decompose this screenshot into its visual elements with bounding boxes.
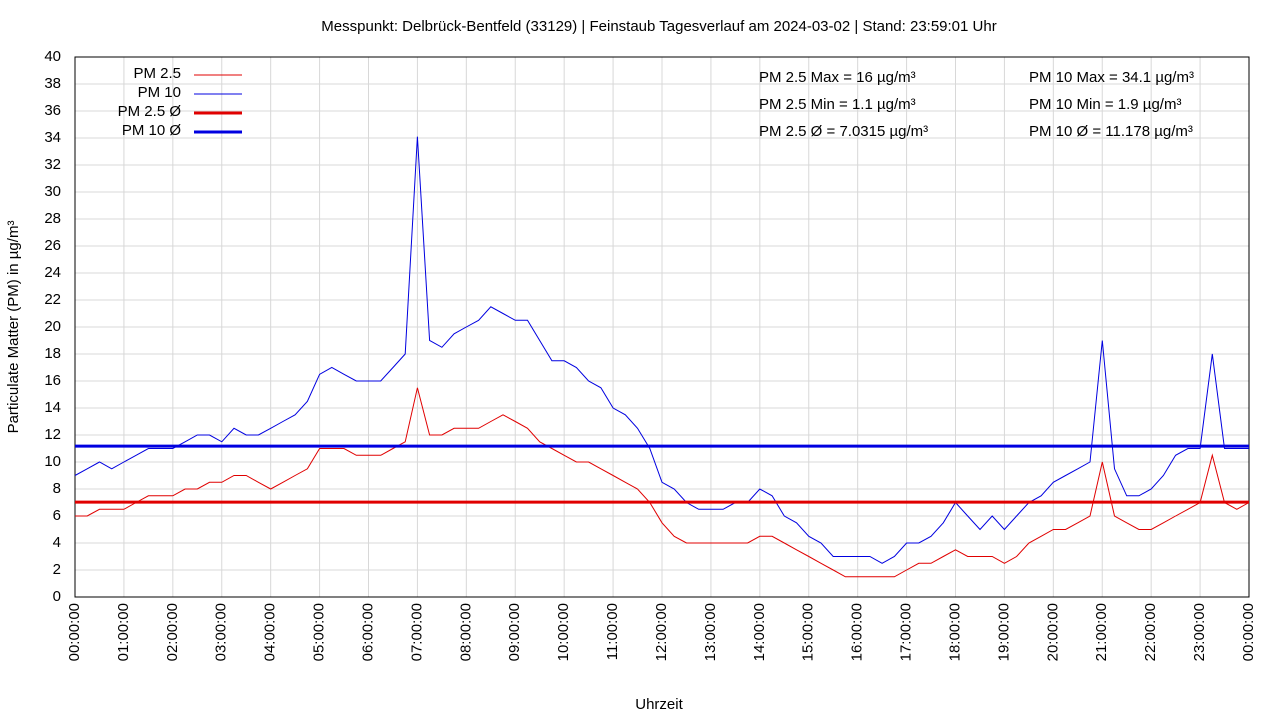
x-tick-label: 13:00:00 [702,603,719,661]
annotation: PM 2.5 Ø = 7.0315 µg/m³ [759,123,928,140]
x-tick-label: 05:00:00 [311,603,328,661]
x-tick-label: 06:00:00 [359,603,376,661]
x-tick-label: 21:00:00 [1093,603,1110,661]
x-tick-label: 09:00:00 [506,603,523,661]
y-tick-label: 34 [44,129,61,146]
x-tick-label: 19:00:00 [995,603,1012,661]
y-axis-label: Particulate Matter (PM) in µg/m³ [5,221,22,434]
annotation: PM 2.5 Min = 1.1 µg/m³ [759,96,916,113]
y-tick-label: 16 [44,372,61,389]
x-tick-label: 12:00:00 [653,603,670,661]
x-tick-label: 02:00:00 [164,603,181,661]
y-tick-label: 14 [44,399,61,416]
annotation: PM 2.5 Max = 16 µg/m³ [759,69,916,86]
y-tick-label: 38 [44,75,61,92]
legend-label: PM 2.5 Ø [118,103,182,120]
x-tick-label: 04:00:00 [262,603,279,661]
x-tick-label: 03:00:00 [213,603,230,661]
x-tick-label: 11:00:00 [604,603,621,660]
annotation: PM 10 Ø = 11.178 µg/m³ [1029,123,1193,140]
y-tick-label: 24 [44,264,61,281]
x-tick-label: 23:00:00 [1191,603,1208,661]
y-tick-label: 28 [44,210,61,227]
y-tick-label: 2 [53,561,61,578]
plot-frame [74,56,1250,598]
annotation: PM 10 Min = 1.9 µg/m³ [1029,96,1181,113]
data-line [74,136,1249,564]
y-tick-label: 22 [44,291,61,308]
data-line [75,387,1250,578]
y-tick-label: 6 [53,507,61,524]
annotation: PM 10 Max = 34.1 µg/m³ [1029,69,1194,86]
x-tick-label: 18:00:00 [946,603,963,661]
x-axis-label: Uhrzeit [635,696,683,713]
legend-label: PM 2.5 [133,65,181,82]
chart-title: Messpunkt: Delbrück-Bentfeld (33129) | F… [321,18,996,35]
x-tick-label: 01:00:00 [115,603,132,661]
x-tick-label: 00:00:00 [1240,603,1257,661]
x-tick-label: 20:00:00 [1044,603,1061,661]
y-tick-label: 18 [44,345,61,362]
legend-label: PM 10 Ø [122,122,182,139]
y-tick-label: 4 [53,534,61,551]
legend-label: PM 10 [138,84,181,101]
y-tick-label: 20 [44,318,61,335]
x-tick-label: 10:00:00 [555,603,572,661]
x-tick-label: 08:00:00 [457,603,474,661]
x-tick-label: 15:00:00 [800,603,817,661]
y-tick-label: 40 [44,48,61,65]
y-tick-label: 8 [53,480,61,497]
x-tick-label: 14:00:00 [751,603,768,661]
y-tick-label: 10 [44,453,61,470]
y-tick-label: 26 [44,237,61,254]
y-tick-label: 12 [44,426,61,443]
x-tick-label: 00:00:00 [66,603,83,661]
y-tick-label: 0 [53,588,61,605]
y-tick-label: 30 [44,183,61,200]
y-tick-label: 36 [44,102,61,119]
x-tick-label: 16:00:00 [849,603,866,661]
y-tick-label: 32 [44,156,61,173]
x-tick-label: 07:00:00 [408,603,425,661]
x-tick-label: 22:00:00 [1142,603,1159,661]
x-tick-label: 17:00:00 [898,603,915,661]
